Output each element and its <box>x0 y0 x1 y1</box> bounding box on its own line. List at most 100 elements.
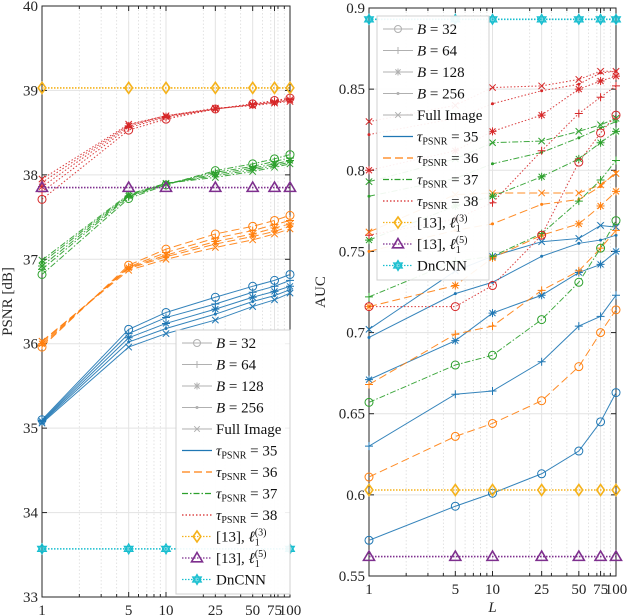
x-tick-label: 50 <box>571 582 586 598</box>
data-point-dot <box>614 120 618 124</box>
data-point-dot <box>127 340 131 344</box>
data-point-x <box>488 139 497 147</box>
legend-marker-plus <box>394 47 402 54</box>
data-point-star <box>270 159 279 168</box>
series-tau-36-b-32 <box>364 305 621 482</box>
data-point-circle <box>596 417 606 427</box>
data-point-dot <box>599 238 603 242</box>
data-point-star <box>488 309 497 318</box>
data-point-x <box>249 102 257 110</box>
data-point-x <box>211 173 219 181</box>
data-point-x <box>249 303 257 311</box>
data-point-hexagram <box>487 13 498 26</box>
data-point-x <box>597 221 605 230</box>
data-point-x <box>211 316 219 324</box>
legend-marker-dot <box>195 406 199 409</box>
data-point-x <box>538 238 546 246</box>
legend-box <box>175 329 291 595</box>
data-point-triangle <box>121 180 136 193</box>
x-tick-label: 50 <box>245 603 260 616</box>
auc-chart: 0.55 0.6 0.65 0.7 0.75 0.8 0.85 0.9 1 5 10 25 50 7510… <box>313 1 627 616</box>
y-tick-label: 0.7 <box>346 326 365 342</box>
data-point-circle <box>574 157 584 167</box>
legend: B = 32 B = 64 B = 128 B = 256 Full Image τPSN… <box>376 15 490 281</box>
data-point-plus <box>365 442 373 451</box>
data-point-plus <box>365 380 373 389</box>
legend-label: [13], ℓ1(5) <box>417 235 467 256</box>
legend-label: B = 64 <box>216 358 257 374</box>
series-tau-35-b-256 <box>40 288 292 424</box>
x-tick-label: 100 <box>279 603 302 616</box>
series-tau-35-full-image <box>38 289 294 427</box>
legend-item-b64: B = 64 <box>383 44 458 60</box>
data-point-x <box>270 230 279 238</box>
y-tick-label: 39 <box>23 83 38 99</box>
legend-item-ref5: [13], ℓ1(5) <box>383 235 467 256</box>
legend-item-tau35: τPSNR = 35 <box>182 444 277 462</box>
data-point-x <box>365 178 373 186</box>
data-point-x <box>597 67 605 75</box>
data-point-star <box>451 336 460 345</box>
data-point-star <box>248 293 257 302</box>
data-point-hexagram <box>573 13 585 26</box>
data-point-diamond <box>573 483 584 497</box>
series-tau-38-b-32 <box>364 110 621 312</box>
y-tick-label: 0.65 <box>339 407 365 423</box>
x-tick-label: 75 <box>267 603 282 616</box>
legend-marker-x <box>394 111 402 119</box>
data-point-x <box>286 97 294 105</box>
legend-item-tau36: τPSNR = 36 <box>383 151 479 169</box>
data-point-star <box>124 333 133 342</box>
data-point-triangle <box>267 180 282 193</box>
data-point-circle <box>450 302 460 312</box>
data-point-circle <box>450 431 460 441</box>
series-tau-36-full-image <box>38 225 294 345</box>
data-point-diamond <box>364 483 374 497</box>
data-point-x <box>612 67 620 75</box>
data-point-dot <box>577 136 581 140</box>
data-point-star <box>574 85 583 94</box>
data-point-triangle <box>534 549 549 562</box>
y-tick-label: 0.75 <box>339 244 365 260</box>
data-point-x <box>38 175 46 183</box>
data-point-diamond <box>269 81 280 95</box>
data-point-dot <box>273 294 277 298</box>
data-point-dot <box>40 261 44 265</box>
data-point-star <box>270 287 279 296</box>
data-point-dot <box>453 292 457 296</box>
data-point-diamond <box>161 81 171 95</box>
data-point-x <box>575 189 583 197</box>
data-point-plus <box>365 292 373 301</box>
data-point-plus <box>574 197 583 206</box>
legend-item-tau38: τPSNR = 38 <box>383 194 478 212</box>
data-point-plus <box>574 266 583 275</box>
data-point-x <box>38 337 46 345</box>
data-point-star <box>451 281 460 290</box>
data-point-diamond <box>611 483 621 497</box>
data-point-x <box>365 118 373 126</box>
data-point-x <box>538 82 546 90</box>
data-point-x <box>286 225 294 233</box>
data-point-dot <box>540 89 544 93</box>
legend-label: B = 32 <box>216 336 256 352</box>
y-tick-label: 33 <box>23 590 38 606</box>
data-point-dot <box>577 241 581 245</box>
data-point-diamond <box>536 483 547 497</box>
legend-marker-hexagram <box>191 573 203 586</box>
legend-label: τPSNR = 35 <box>417 130 478 148</box>
legend-box <box>376 15 490 281</box>
data-point-circle <box>611 305 621 315</box>
legend-label: Full Image <box>417 108 483 124</box>
data-point-triangle <box>283 180 297 193</box>
data-point-star <box>248 229 257 238</box>
y-tick-label: 38 <box>23 168 38 184</box>
data-point-x <box>162 112 170 120</box>
data-point-star <box>596 201 605 210</box>
legend-marker-hexagram <box>392 259 404 272</box>
series-tau-35-b-128 <box>365 247 620 384</box>
data-point-x <box>575 234 583 242</box>
data-point-circle <box>574 362 584 372</box>
data-point-diamond <box>247 81 258 95</box>
data-point-star <box>365 236 373 245</box>
